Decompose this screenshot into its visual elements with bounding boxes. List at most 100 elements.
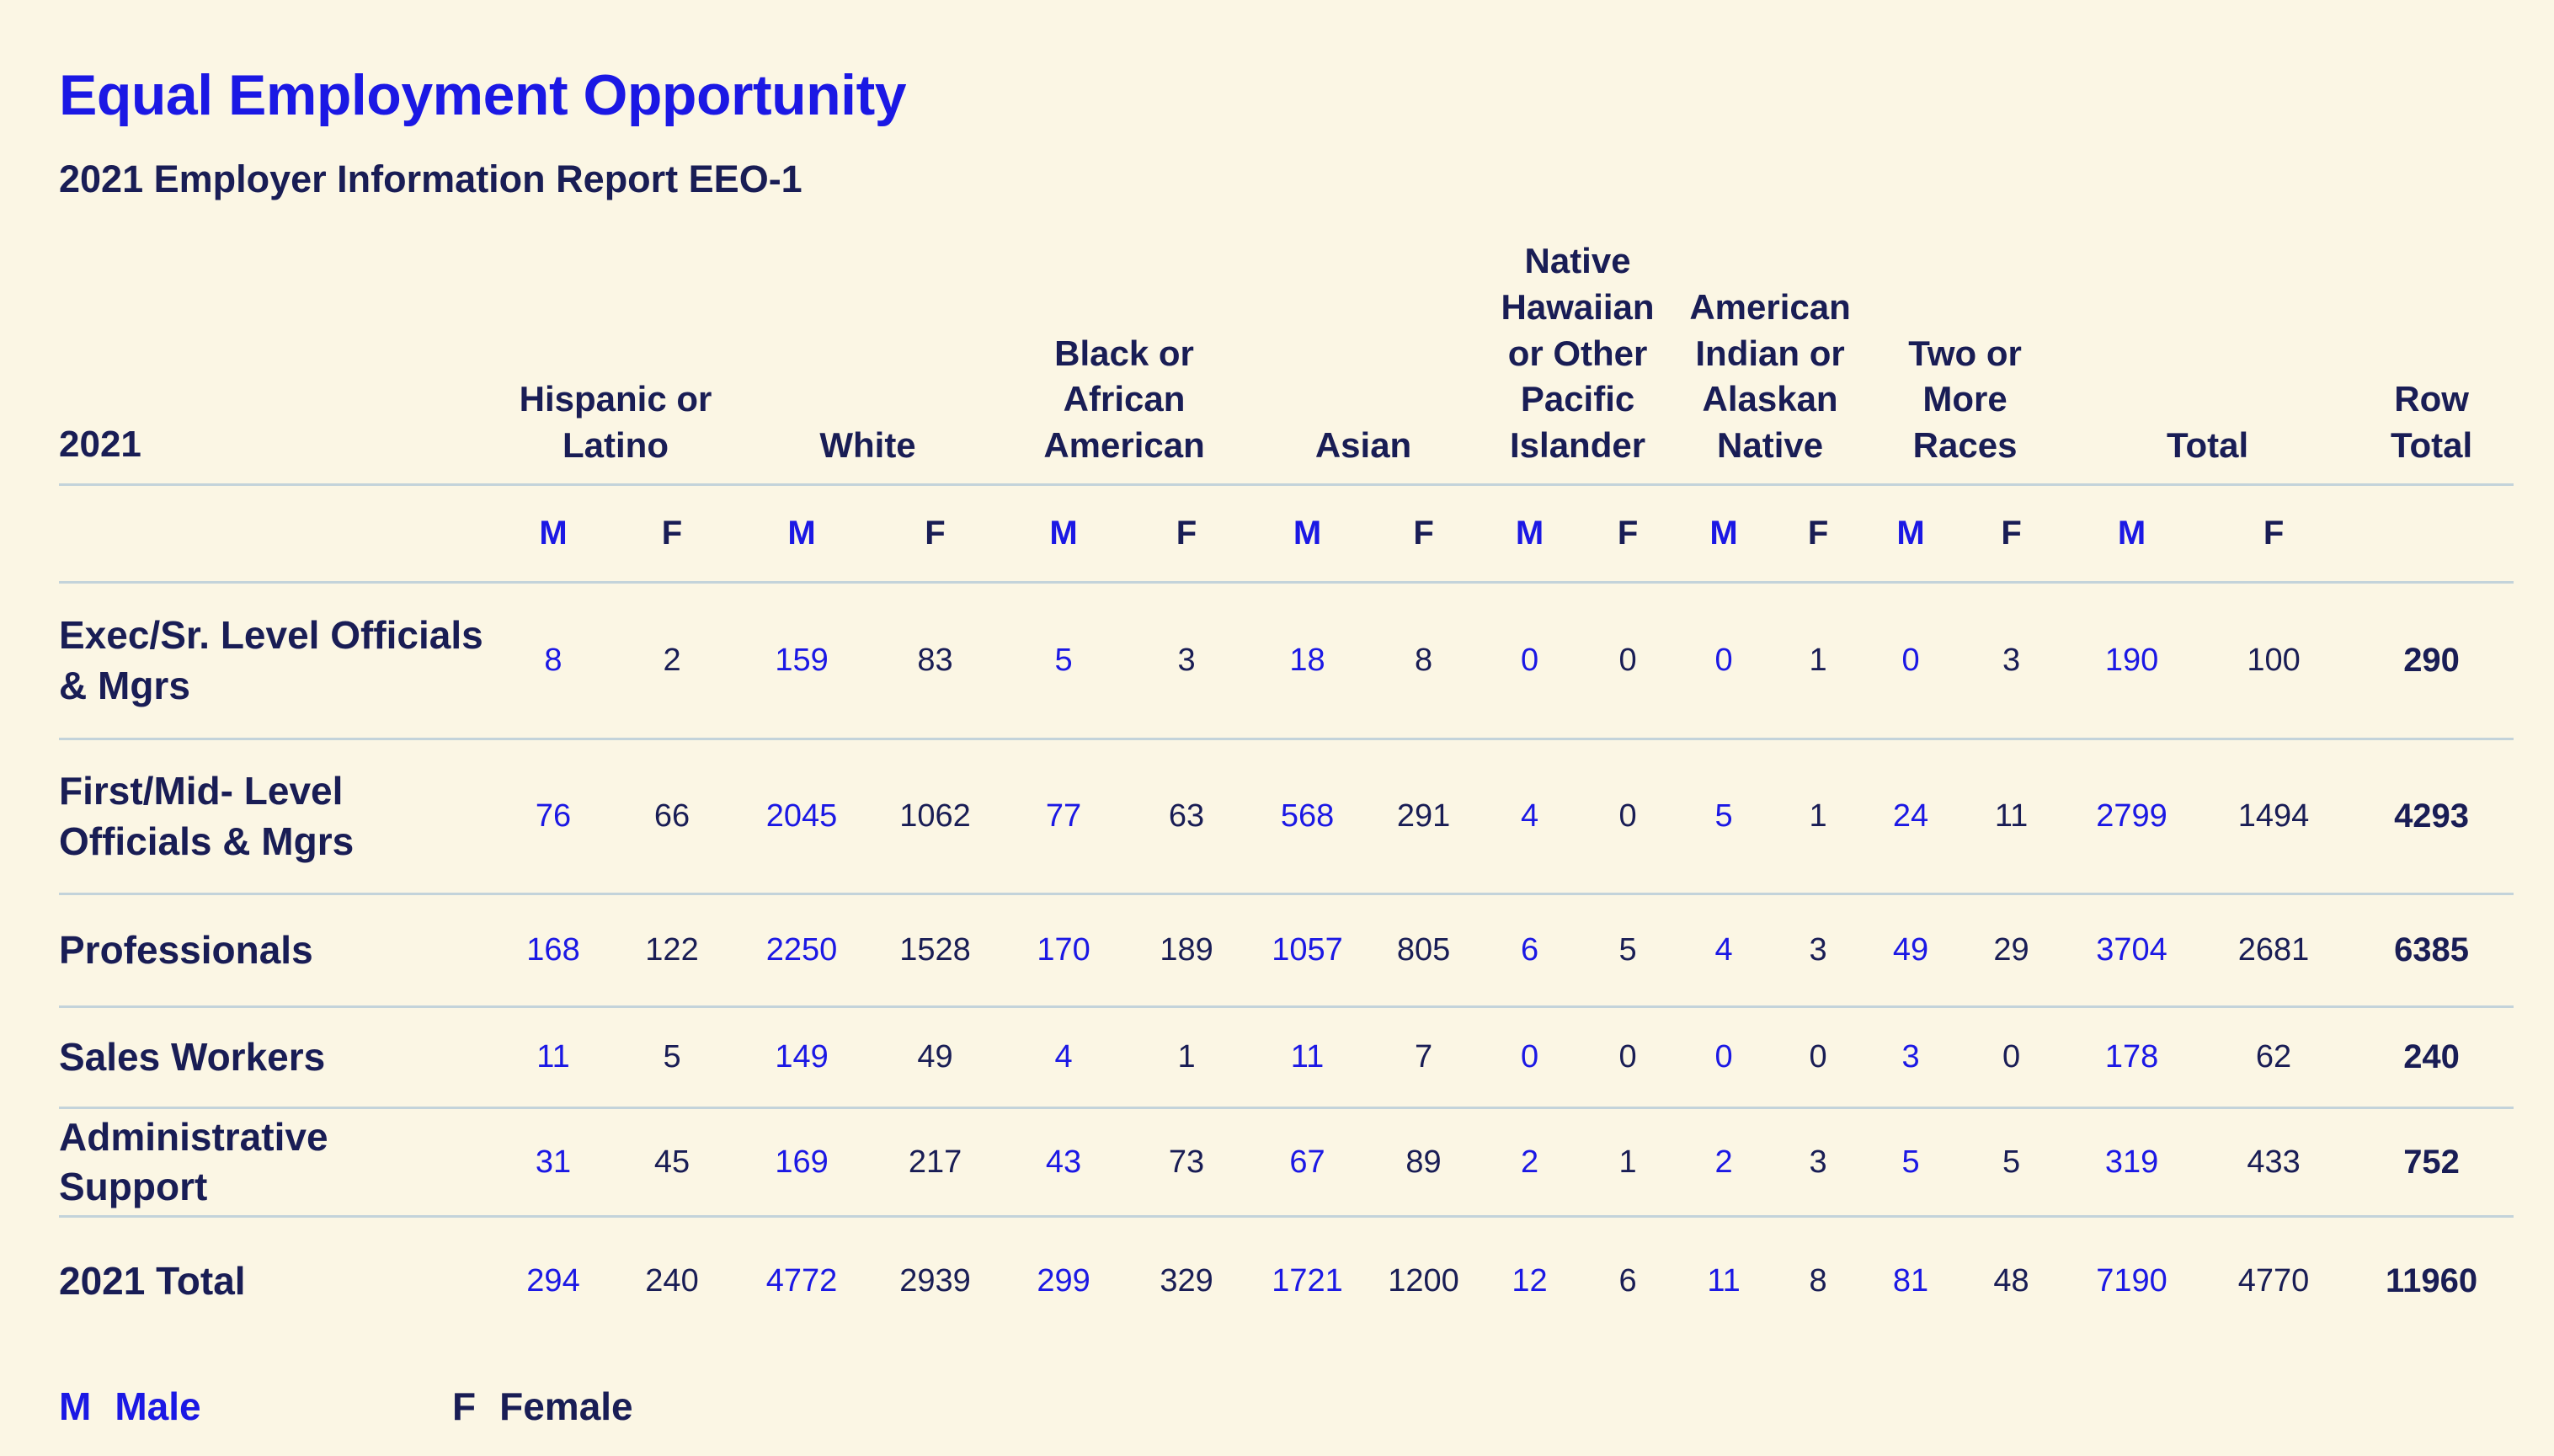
table-row: Exec/Sr. Level Officials & Mgrs 8 2 159 83 5 3… — [59, 581, 2514, 739]
value-cell: 77 — [1001, 738, 1127, 894]
value-cell: 2681 — [2198, 893, 2350, 1007]
value-cell: 168 — [497, 893, 610, 1007]
row-total-cell: 4293 — [2349, 738, 2514, 894]
value-cell: 149 — [734, 1005, 870, 1108]
value-cell: 3 — [1772, 893, 1865, 1007]
group-header-black-or-african-american: Black or African American — [1043, 333, 1205, 465]
value-cell: 100 — [2198, 581, 2350, 739]
sex-row-spacer — [2349, 483, 2514, 583]
value-cell: 4 — [1001, 1005, 1127, 1108]
table-row: Professionals 168 122 2250 1528 170 189 1057 805… — [59, 893, 2514, 1007]
value-cell: 2250 — [734, 893, 870, 1007]
female-col-header: F — [869, 483, 1002, 583]
value-cell: 5 — [1580, 893, 1677, 1007]
value-cell: 4 — [1676, 893, 1773, 1007]
value-cell: 1 — [1580, 1107, 1677, 1217]
value-cell: 8 — [1772, 1215, 1865, 1345]
row-label: Professionals — [59, 893, 497, 1007]
value-cell: 433 — [2198, 1107, 2350, 1217]
value-cell: 2 — [610, 581, 735, 739]
group-header-american-indian-alaskan-native: American Indian or Alaskan Native — [1689, 286, 1851, 465]
row-total-cell: 240 — [2349, 1005, 2514, 1108]
value-cell: 83 — [869, 581, 1002, 739]
value-cell: 1 — [1126, 1005, 1248, 1108]
group-header-two-or-more-races: Two or More Races — [1908, 333, 2022, 465]
year-header: 2021 — [59, 424, 141, 466]
value-cell: 1721 — [1247, 1215, 1368, 1345]
value-cell: 5 — [1864, 1107, 1958, 1217]
value-cell: 6 — [1580, 1215, 1677, 1345]
group-header-hispanic-or-latino: Hispanic or Latino — [519, 379, 712, 465]
value-cell: 122 — [610, 893, 735, 1007]
sex-row-spacer — [59, 483, 497, 583]
value-cell: 31 — [497, 1107, 610, 1217]
value-cell: 0 — [1676, 581, 1773, 739]
value-cell: 2045 — [734, 738, 870, 894]
male-col-header: M — [1864, 483, 1958, 583]
legend-male-abbr: M — [59, 1384, 92, 1428]
group-header-asian: Asian — [1314, 424, 1412, 465]
value-cell: 0 — [1580, 1005, 1677, 1108]
row-label: Sales Workers — [59, 1005, 497, 1108]
value-cell: 1057 — [1247, 893, 1368, 1007]
value-cell: 5 — [1676, 738, 1773, 894]
value-cell: 2939 — [869, 1215, 1002, 1345]
value-cell: 0 — [1864, 581, 1958, 739]
value-cell: 7 — [1368, 1005, 1480, 1108]
row-label: Exec/Sr. Level Officials & Mgrs — [59, 581, 497, 739]
value-cell: 8 — [1368, 581, 1480, 739]
row-total-header: Row Total — [2390, 379, 2473, 465]
page-title: Equal Employment Opportunity — [59, 63, 907, 127]
value-cell: 189 — [1126, 893, 1248, 1007]
row-total-cell: 6385 — [2349, 893, 2514, 1007]
row-total-cell: 11960 — [2349, 1215, 2514, 1345]
value-cell: 6 — [1480, 893, 1581, 1007]
value-cell: 0 — [1772, 1005, 1865, 1108]
value-cell: 178 — [2066, 1005, 2199, 1108]
value-cell: 190 — [2066, 581, 2199, 739]
value-cell: 170 — [1001, 893, 1127, 1007]
value-cell: 0 — [1580, 581, 1677, 739]
value-cell: 11 — [1676, 1215, 1773, 1345]
value-cell: 159 — [734, 581, 870, 739]
eeo-table: 2021 Hispanic or Latino White Black or A… — [59, 238, 2514, 1345]
value-cell: 48 — [1957, 1215, 2066, 1345]
value-cell: 1494 — [2198, 738, 2350, 894]
row-total-cell: 752 — [2349, 1107, 2514, 1217]
value-cell: 1062 — [869, 738, 1002, 894]
row-label: 2021 Total — [59, 1215, 497, 1345]
female-col-header: F — [1368, 483, 1480, 583]
male-col-header: M — [1247, 483, 1368, 583]
value-cell: 29 — [1957, 893, 2066, 1007]
value-cell: 3 — [1957, 581, 2066, 739]
value-cell: 319 — [2066, 1107, 2199, 1217]
legend-female-label: Female — [499, 1384, 633, 1428]
value-cell: 0 — [1957, 1005, 2066, 1108]
female-col-header: F — [1957, 483, 2066, 583]
value-cell: 18 — [1247, 581, 1368, 739]
value-cell: 5 — [1001, 581, 1127, 739]
value-cell: 169 — [734, 1107, 870, 1217]
value-cell: 81 — [1864, 1215, 1958, 1345]
value-cell: 299 — [1001, 1215, 1127, 1345]
male-col-header: M — [2066, 483, 2199, 583]
group-header-native-hawaiian-pacific-islander: Native Hawaiian or Other Pacific Islande… — [1501, 241, 1655, 465]
table-row: 2021 Total 294 240 4772 2939 299 329 1721 1200 12… — [59, 1215, 2514, 1345]
value-cell: 329 — [1126, 1215, 1248, 1345]
value-cell: 294 — [497, 1215, 610, 1345]
legend-male-label: Male — [115, 1384, 201, 1428]
value-cell: 1 — [1772, 738, 1865, 894]
table-row: Administrative Support 31 45 169 217 43 73 67 89… — [59, 1107, 2514, 1217]
value-cell: 5 — [1957, 1107, 2066, 1217]
value-cell: 11 — [1957, 738, 2066, 894]
value-cell: 4770 — [2198, 1215, 2350, 1345]
value-cell: 3 — [1126, 581, 1248, 739]
value-cell: 217 — [869, 1107, 1002, 1217]
value-cell: 24 — [1864, 738, 1958, 894]
value-cell: 7190 — [2066, 1215, 2199, 1345]
value-cell: 66 — [610, 738, 735, 894]
row-label: Administrative Support — [59, 1107, 497, 1217]
female-col-header: F — [610, 483, 735, 583]
male-col-header: M — [1001, 483, 1127, 583]
